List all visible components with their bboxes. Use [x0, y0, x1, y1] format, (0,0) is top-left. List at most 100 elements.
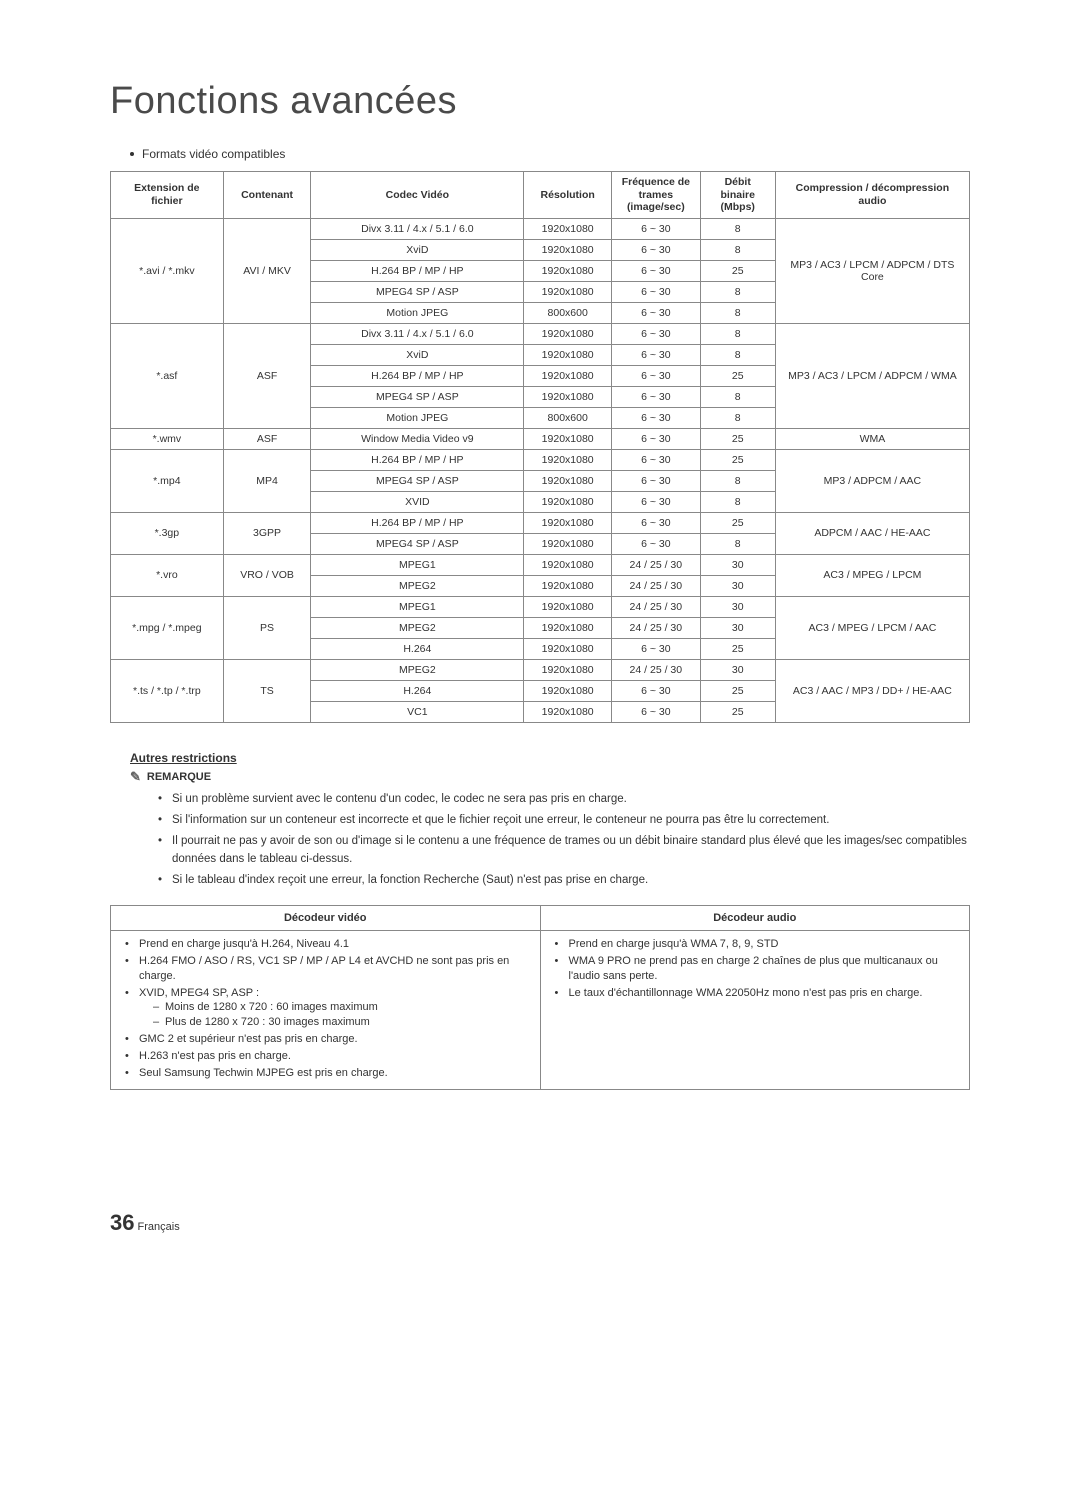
cell-codec: Motion JPEG [311, 302, 524, 323]
table-row: *.ts / *.tp / *.trpTSMPEG21920x108024 / … [111, 659, 970, 680]
decoder-audio-cell: Prend en charge jusqu'à WMA 7, 8, 9, STD… [540, 931, 970, 1090]
cell-fps: 6 ~ 30 [612, 239, 701, 260]
cell-container: VRO / VOB [223, 554, 311, 596]
cell-codec: H.264 BP / MP / HP [311, 449, 524, 470]
cell-bitrate: 8 [700, 533, 775, 554]
cell-codec: MPEG1 [311, 554, 524, 575]
cell-ext: *.avi / *.mkv [111, 218, 224, 323]
cell-audio: AC3 / MPEG / LPCM / AAC [775, 596, 969, 659]
decoder-item: Prend en charge jusqu'à H.264, Niveau 4.… [125, 937, 530, 952]
cell-bitrate: 8 [700, 344, 775, 365]
cell-resolution: 1920x1080 [524, 512, 612, 533]
th-ext: Extension de fichier [111, 172, 224, 219]
cell-codec: MPEG2 [311, 575, 524, 596]
cell-fps: 6 ~ 30 [612, 470, 701, 491]
decoder-item: H.264 FMO / ASO / RS, VC1 SP / MP / AP L… [125, 954, 530, 984]
cell-codec: MPEG2 [311, 617, 524, 638]
cell-audio: WMA [775, 428, 969, 449]
cell-resolution: 1920x1080 [524, 554, 612, 575]
cell-fps: 6 ~ 30 [612, 323, 701, 344]
cell-ext: *.wmv [111, 428, 224, 449]
formats-table: Extension de fichier Contenant Codec Vid… [110, 171, 970, 723]
cell-fps: 6 ~ 30 [612, 302, 701, 323]
cell-bitrate: 8 [700, 218, 775, 239]
remark-item: Il pourrait ne pas y avoir de son ou d'i… [158, 833, 970, 868]
cell-ext: *.ts / *.tp / *.trp [111, 659, 224, 722]
cell-audio: AC3 / AAC / MP3 / DD+ / HE-AAC [775, 659, 969, 722]
cell-bitrate: 25 [700, 701, 775, 722]
cell-fps: 6 ~ 30 [612, 344, 701, 365]
th-resolution: Résolution [524, 172, 612, 219]
th-audio: Compression / décompression audio [775, 172, 969, 219]
decoder-subitem: Plus de 1280 x 720 : 30 images maximum [153, 1015, 530, 1030]
cell-codec: MPEG4 SP / ASP [311, 281, 524, 302]
cell-resolution: 800x600 [524, 302, 612, 323]
cell-fps: 6 ~ 30 [612, 512, 701, 533]
remarks-list: Si un problème survient avec le contenu … [158, 791, 970, 889]
cell-resolution: 1920x1080 [524, 323, 612, 344]
table-row: *.mpg / *.mpegPSMPEG11920x108024 / 25 / … [111, 596, 970, 617]
remark-label-row: ✎ REMARQUE [130, 769, 970, 785]
subtitle-text: Formats vidéo compatibles [142, 147, 285, 161]
cell-bitrate: 25 [700, 260, 775, 281]
cell-codec: VC1 [311, 701, 524, 722]
cell-fps: 24 / 25 / 30 [612, 617, 701, 638]
cell-fps: 24 / 25 / 30 [612, 575, 701, 596]
cell-resolution: 1920x1080 [524, 638, 612, 659]
cell-resolution: 1920x1080 [524, 596, 612, 617]
cell-resolution: 1920x1080 [524, 428, 612, 449]
cell-container: ASF [223, 428, 311, 449]
cell-container: MP4 [223, 449, 311, 512]
cell-codec: H.264 [311, 638, 524, 659]
cell-ext: *.3gp [111, 512, 224, 554]
cell-fps: 6 ~ 30 [612, 491, 701, 512]
cell-fps: 6 ~ 30 [612, 533, 701, 554]
cell-bitrate: 8 [700, 407, 775, 428]
cell-fps: 6 ~ 30 [612, 281, 701, 302]
cell-codec: H.264 [311, 680, 524, 701]
decoder-subitem: Moins de 1280 x 720 : 60 images maximum [153, 1000, 530, 1015]
bullet-icon [130, 152, 134, 156]
cell-container: AVI / MKV [223, 218, 311, 323]
cell-fps: 6 ~ 30 [612, 428, 701, 449]
cell-bitrate: 30 [700, 659, 775, 680]
th-decoder-video: Décodeur vidéo [111, 906, 541, 931]
cell-bitrate: 25 [700, 680, 775, 701]
cell-bitrate: 8 [700, 239, 775, 260]
cell-codec: H.264 BP / MP / HP [311, 365, 524, 386]
cell-bitrate: 25 [700, 365, 775, 386]
table-row: *.mp4MP4H.264 BP / MP / HP1920x10806 ~ 3… [111, 449, 970, 470]
cell-fps: 24 / 25 / 30 [612, 554, 701, 575]
remark-item: Si l'information sur un conteneur est in… [158, 812, 970, 829]
cell-container: PS [223, 596, 311, 659]
cell-fps: 6 ~ 30 [612, 701, 701, 722]
cell-codec: MPEG4 SP / ASP [311, 386, 524, 407]
cell-resolution: 1920x1080 [524, 701, 612, 722]
cell-resolution: 1920x1080 [524, 239, 612, 260]
cell-fps: 6 ~ 30 [612, 218, 701, 239]
decoder-table: Décodeur vidéo Décodeur audio Prend en c… [110, 905, 970, 1090]
th-codec: Codec Vidéo [311, 172, 524, 219]
th-container: Contenant [223, 172, 311, 219]
decoder-item: Seul Samsung Techwin MJPEG est pris en c… [125, 1066, 530, 1081]
cell-codec: Divx 3.11 / 4.x / 5.1 / 6.0 [311, 218, 524, 239]
cell-codec: MPEG4 SP / ASP [311, 470, 524, 491]
remark-item: Si un problème survient avec le contenu … [158, 791, 970, 808]
page-footer: 36 Français [110, 1210, 970, 1236]
cell-resolution: 1920x1080 [524, 617, 612, 638]
cell-bitrate: 25 [700, 512, 775, 533]
cell-fps: 6 ~ 30 [612, 407, 701, 428]
cell-fps: 24 / 25 / 30 [612, 659, 701, 680]
cell-bitrate: 25 [700, 449, 775, 470]
cell-audio: ADPCM / AAC / HE-AAC [775, 512, 969, 554]
th-bitrate: Débit binaire (Mbps) [700, 172, 775, 219]
cell-resolution: 1920x1080 [524, 533, 612, 554]
cell-resolution: 1920x1080 [524, 344, 612, 365]
remark-label: REMARQUE [147, 771, 211, 783]
cell-fps: 6 ~ 30 [612, 365, 701, 386]
decoder-item: Le taux d'échantillonnage WMA 22050Hz mo… [555, 986, 960, 1001]
cell-resolution: 1920x1080 [524, 386, 612, 407]
cell-resolution: 1920x1080 [524, 260, 612, 281]
cell-resolution: 1920x1080 [524, 680, 612, 701]
cell-container: 3GPP [223, 512, 311, 554]
